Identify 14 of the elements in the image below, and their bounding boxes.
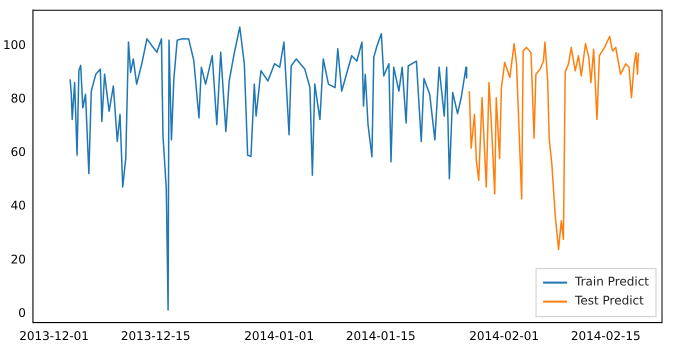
x-tick-label: 2014-01-01 — [244, 328, 314, 343]
legend-label: Test Predict — [574, 294, 644, 308]
y-tick-label: 60 — [10, 145, 26, 160]
x-tick-label: 2014-01-15 — [346, 328, 416, 343]
legend-label: Train Predict — [574, 274, 650, 289]
y-tick-label: 0 — [18, 306, 26, 320]
y-tick-label: 80 — [10, 92, 26, 106]
y-tick-label: 100 — [3, 38, 26, 52]
y-tick-label: 40 — [10, 198, 26, 213]
x-tick-label: 2014-02-15 — [570, 328, 641, 343]
x-tick-label: 2013-12-01 — [19, 328, 89, 343]
x-tick-label: 2014-02-01 — [469, 328, 539, 343]
y-tick-label: 20 — [10, 252, 26, 266]
x-tick-label: 2013-12-15 — [120, 328, 191, 343]
